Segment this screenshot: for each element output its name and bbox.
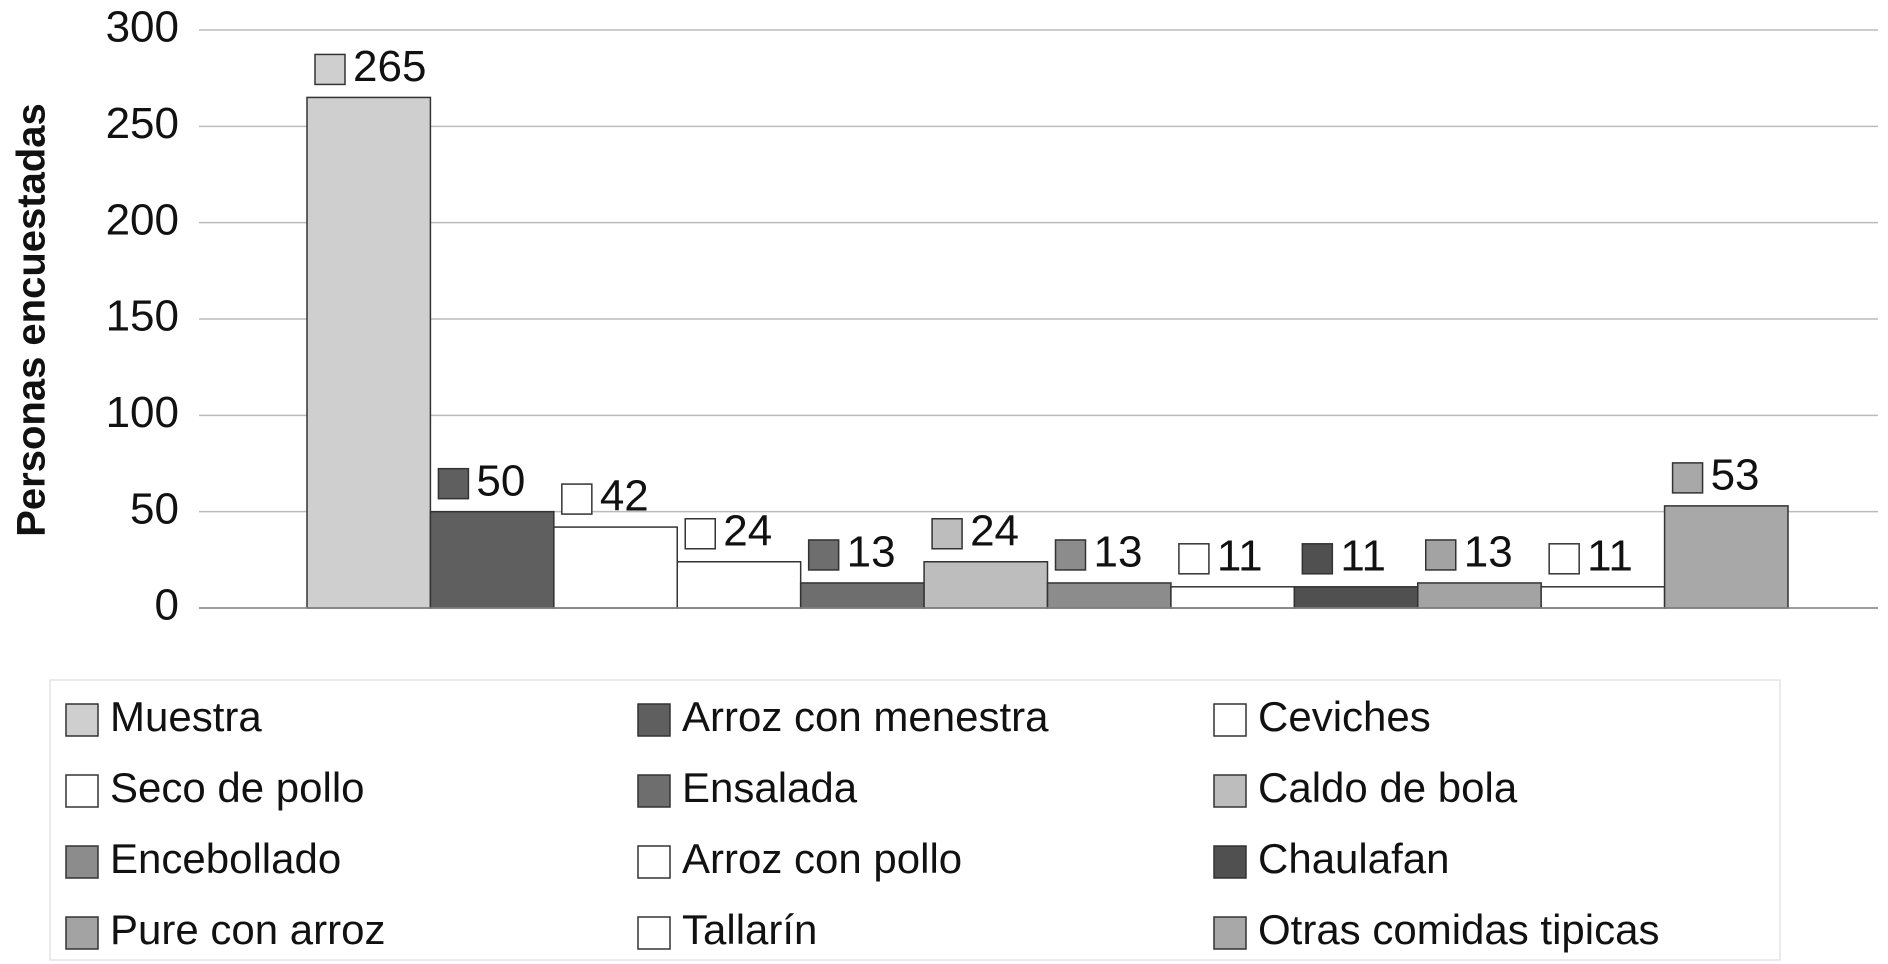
legend-key <box>1213 916 1247 950</box>
bar <box>923 561 1049 609</box>
legend-key <box>637 774 671 808</box>
bar <box>1293 586 1419 609</box>
value-label-key <box>1425 539 1457 571</box>
y-axis-label: Personas encuestadas <box>10 103 54 537</box>
value-label: 53 <box>1711 451 1760 500</box>
legend-label: Ceviches <box>1258 693 1431 740</box>
value-label: 11 <box>1340 531 1386 580</box>
y-tick-label: 300 <box>106 3 179 52</box>
legend-label: Arroz con menestra <box>682 693 1049 740</box>
value-label-key <box>1178 543 1210 575</box>
value-label: 11 <box>1587 531 1633 580</box>
y-tick-label: 250 <box>106 99 179 148</box>
y-tick-label: 100 <box>106 388 179 437</box>
legend-key <box>65 845 99 879</box>
legend-label: Muestra <box>110 693 262 740</box>
value-label: 50 <box>476 456 525 505</box>
legend-key <box>65 916 99 950</box>
value-label: 265 <box>353 42 426 91</box>
bar <box>306 96 432 609</box>
bar <box>799 582 925 609</box>
y-tick-label: 200 <box>106 195 179 244</box>
value-label-key <box>437 467 470 500</box>
value-label: 13 <box>847 528 896 577</box>
legend-label: Chaulafan <box>1258 835 1449 882</box>
y-tick-label: 0 <box>155 581 179 630</box>
value-label-key <box>684 518 716 550</box>
legend-key <box>1213 703 1247 737</box>
legend-key <box>65 703 99 737</box>
bar <box>1540 586 1666 609</box>
legend-label: Otras comidas tipicas <box>1258 906 1659 953</box>
value-label: 11 <box>1217 531 1263 580</box>
legend-key <box>65 774 99 808</box>
bar <box>1663 505 1789 609</box>
value-label: 13 <box>1464 528 1513 577</box>
legend-frame <box>49 679 1781 961</box>
bar <box>1046 582 1172 609</box>
legend-label: Seco de pollo <box>110 764 365 811</box>
legend-label: Arroz con pollo <box>682 835 962 882</box>
bar <box>1170 586 1296 609</box>
value-label-key <box>1054 539 1087 571</box>
legend-label: Pure con arroz <box>110 906 385 953</box>
legend-key <box>637 703 671 737</box>
legend-key <box>637 916 671 950</box>
value-label-key <box>1301 543 1334 575</box>
value-label: 24 <box>723 506 772 555</box>
legend-key <box>637 845 671 879</box>
bar <box>553 526 678 609</box>
bar <box>676 561 802 609</box>
value-label-key <box>561 483 593 515</box>
legend-key <box>1213 774 1247 808</box>
legend-key <box>1213 845 1247 879</box>
value-label-key <box>1548 543 1580 575</box>
y-tick-label: 50 <box>130 484 179 533</box>
legend-label: Encebollado <box>110 835 341 882</box>
legend-label: Ensalada <box>682 764 858 811</box>
value-label-key <box>314 53 346 86</box>
legend-label: Caldo de bola <box>1258 764 1518 811</box>
value-label-key <box>807 539 840 571</box>
bar <box>1417 582 1542 609</box>
y-tick-label: 150 <box>106 292 179 341</box>
value-label-key <box>1671 462 1704 494</box>
bar <box>429 510 555 609</box>
value-label: 24 <box>970 506 1019 555</box>
value-label: 13 <box>1094 528 1143 577</box>
value-label: 42 <box>600 472 649 521</box>
legend-label: Tallarín <box>682 906 817 953</box>
value-label-key <box>931 518 963 550</box>
